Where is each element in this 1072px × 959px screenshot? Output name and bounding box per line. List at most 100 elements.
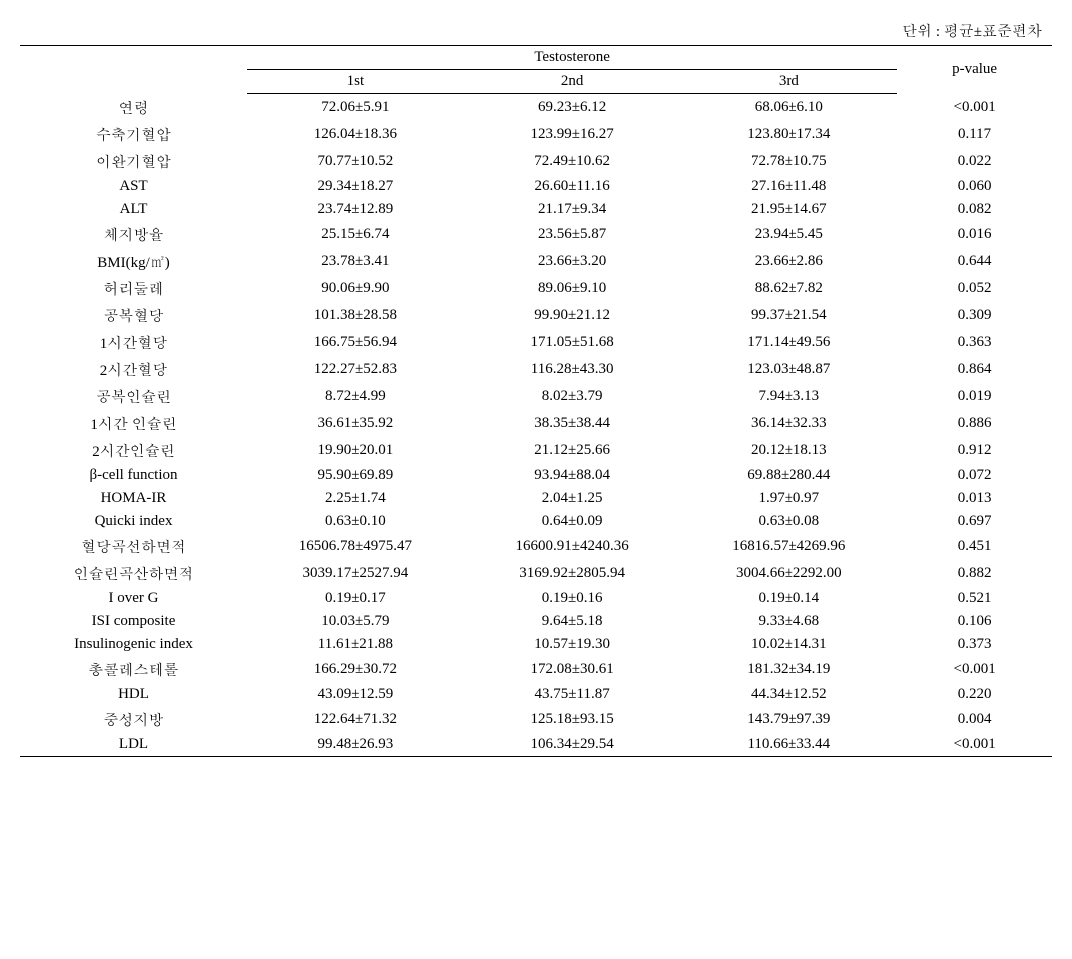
cell-2nd: 3169.92±2805.94 bbox=[464, 560, 681, 587]
cell-pvalue: 0.373 bbox=[897, 633, 1052, 656]
header-1st: 1st bbox=[247, 70, 464, 94]
row-label: BMI(kg/㎡) bbox=[20, 248, 247, 275]
row-label: 체지방율 bbox=[20, 221, 247, 248]
cell-2nd: 23.66±3.20 bbox=[464, 248, 681, 275]
cell-1st: 0.19±0.17 bbox=[247, 587, 464, 610]
cell-2nd: 21.17±9.34 bbox=[464, 198, 681, 221]
cell-3rd: 1.97±0.97 bbox=[680, 487, 897, 510]
header-blank bbox=[20, 46, 247, 94]
cell-pvalue: 0.016 bbox=[897, 221, 1052, 248]
unit-text: 단위 : 평균±표준편차 bbox=[20, 20, 1052, 41]
cell-3rd: 23.66±2.86 bbox=[680, 248, 897, 275]
cell-pvalue: 0.697 bbox=[897, 510, 1052, 533]
cell-3rd: 7.94±3.13 bbox=[680, 383, 897, 410]
cell-3rd: 21.95±14.67 bbox=[680, 198, 897, 221]
cell-2nd: 26.60±11.16 bbox=[464, 175, 681, 198]
cell-3rd: 3004.66±2292.00 bbox=[680, 560, 897, 587]
row-label: 인슐린곡산하면적 bbox=[20, 560, 247, 587]
cell-2nd: 21.12±25.66 bbox=[464, 437, 681, 464]
cell-2nd: 10.57±19.30 bbox=[464, 633, 681, 656]
cell-pvalue: 0.060 bbox=[897, 175, 1052, 198]
cell-1st: 8.72±4.99 bbox=[247, 383, 464, 410]
cell-3rd: 10.02±14.31 bbox=[680, 633, 897, 656]
table-row: LDL99.48±26.93106.34±29.54110.66±33.44<0… bbox=[20, 733, 1052, 757]
cell-3rd: 99.37±21.54 bbox=[680, 302, 897, 329]
cell-1st: 11.61±21.88 bbox=[247, 633, 464, 656]
cell-pvalue: 0.220 bbox=[897, 683, 1052, 706]
table-row: 총콜레스테롤166.29±30.72172.08±30.61181.32±34.… bbox=[20, 656, 1052, 683]
row-label: HDL bbox=[20, 683, 247, 706]
cell-2nd: 106.34±29.54 bbox=[464, 733, 681, 757]
table-row: AST29.34±18.2726.60±11.1627.16±11.480.06… bbox=[20, 175, 1052, 198]
cell-pvalue: 0.082 bbox=[897, 198, 1052, 221]
cell-pvalue: 0.022 bbox=[897, 148, 1052, 175]
table-row: 이완기혈압70.77±10.5272.49±10.6272.78±10.750.… bbox=[20, 148, 1052, 175]
table-row: BMI(kg/㎡)23.78±3.4123.66±3.2023.66±2.860… bbox=[20, 248, 1052, 275]
cell-3rd: 44.34±12.52 bbox=[680, 683, 897, 706]
table-row: 허리둘레90.06±9.9089.06±9.1088.62±7.820.052 bbox=[20, 275, 1052, 302]
row-label: 1시간혈당 bbox=[20, 329, 247, 356]
cell-3rd: 27.16±11.48 bbox=[680, 175, 897, 198]
header-3rd: 3rd bbox=[680, 70, 897, 94]
cell-pvalue: 0.309 bbox=[897, 302, 1052, 329]
table-row: ISI composite10.03±5.799.64±5.189.33±4.6… bbox=[20, 610, 1052, 633]
cell-2nd: 93.94±88.04 bbox=[464, 464, 681, 487]
table-row: HDL43.09±12.5943.75±11.8744.34±12.520.22… bbox=[20, 683, 1052, 706]
cell-1st: 25.15±6.74 bbox=[247, 221, 464, 248]
row-label: LDL bbox=[20, 733, 247, 757]
cell-1st: 122.64±71.32 bbox=[247, 706, 464, 733]
row-label: ISI composite bbox=[20, 610, 247, 633]
row-label: 수축기혈압 bbox=[20, 121, 247, 148]
table-row: β-cell function95.90±69.8993.94±88.0469.… bbox=[20, 464, 1052, 487]
cell-pvalue: <0.001 bbox=[897, 94, 1052, 121]
cell-1st: 166.29±30.72 bbox=[247, 656, 464, 683]
row-label: 2시간혈당 bbox=[20, 356, 247, 383]
cell-1st: 43.09±12.59 bbox=[247, 683, 464, 706]
table-row: Insulinogenic index11.61±21.8810.57±19.3… bbox=[20, 633, 1052, 656]
cell-3rd: 0.19±0.14 bbox=[680, 587, 897, 610]
cell-pvalue: 0.521 bbox=[897, 587, 1052, 610]
cell-2nd: 69.23±6.12 bbox=[464, 94, 681, 121]
cell-1st: 95.90±69.89 bbox=[247, 464, 464, 487]
cell-pvalue: 0.644 bbox=[897, 248, 1052, 275]
cell-1st: 23.74±12.89 bbox=[247, 198, 464, 221]
cell-1st: 166.75±56.94 bbox=[247, 329, 464, 356]
header-pvalue: p-value bbox=[897, 46, 1052, 94]
cell-3rd: 171.14±49.56 bbox=[680, 329, 897, 356]
cell-pvalue: 0.882 bbox=[897, 560, 1052, 587]
table-row: 1시간 인슐린36.61±35.9238.35±38.4436.14±32.33… bbox=[20, 410, 1052, 437]
row-label: HOMA-IR bbox=[20, 487, 247, 510]
header-2nd: 2nd bbox=[464, 70, 681, 94]
cell-2nd: 125.18±93.15 bbox=[464, 706, 681, 733]
cell-pvalue: 0.106 bbox=[897, 610, 1052, 633]
cell-3rd: 143.79±97.39 bbox=[680, 706, 897, 733]
cell-3rd: 88.62±7.82 bbox=[680, 275, 897, 302]
cell-3rd: 0.63±0.08 bbox=[680, 510, 897, 533]
table-row: 혈당곡선하면적16506.78±4975.4716600.91±4240.361… bbox=[20, 533, 1052, 560]
table-body: 연령72.06±5.9169.23±6.1268.06±6.10<0.001수축… bbox=[20, 94, 1052, 757]
table-row: 2시간혈당122.27±52.83116.28±43.30123.03±48.8… bbox=[20, 356, 1052, 383]
cell-3rd: 9.33±4.68 bbox=[680, 610, 897, 633]
cell-pvalue: 0.004 bbox=[897, 706, 1052, 733]
cell-pvalue: <0.001 bbox=[897, 733, 1052, 757]
cell-pvalue: 0.912 bbox=[897, 437, 1052, 464]
table-row: 공복인슐린8.72±4.998.02±3.797.94±3.130.019 bbox=[20, 383, 1052, 410]
cell-1st: 0.63±0.10 bbox=[247, 510, 464, 533]
cell-2nd: 8.02±3.79 bbox=[464, 383, 681, 410]
cell-1st: 36.61±35.92 bbox=[247, 410, 464, 437]
cell-3rd: 69.88±280.44 bbox=[680, 464, 897, 487]
row-label: Insulinogenic index bbox=[20, 633, 247, 656]
cell-1st: 29.34±18.27 bbox=[247, 175, 464, 198]
table-row: 1시간혈당166.75±56.94171.05±51.68171.14±49.5… bbox=[20, 329, 1052, 356]
cell-2nd: 72.49±10.62 bbox=[464, 148, 681, 175]
table-row: 수축기혈압126.04±18.36123.99±16.27123.80±17.3… bbox=[20, 121, 1052, 148]
cell-3rd: 16816.57±4269.96 bbox=[680, 533, 897, 560]
cell-1st: 90.06±9.90 bbox=[247, 275, 464, 302]
cell-1st: 122.27±52.83 bbox=[247, 356, 464, 383]
cell-2nd: 43.75±11.87 bbox=[464, 683, 681, 706]
cell-pvalue: 0.864 bbox=[897, 356, 1052, 383]
cell-pvalue: 0.886 bbox=[897, 410, 1052, 437]
cell-2nd: 116.28±43.30 bbox=[464, 356, 681, 383]
row-label: 2시간인슐린 bbox=[20, 437, 247, 464]
row-label: 1시간 인슐린 bbox=[20, 410, 247, 437]
